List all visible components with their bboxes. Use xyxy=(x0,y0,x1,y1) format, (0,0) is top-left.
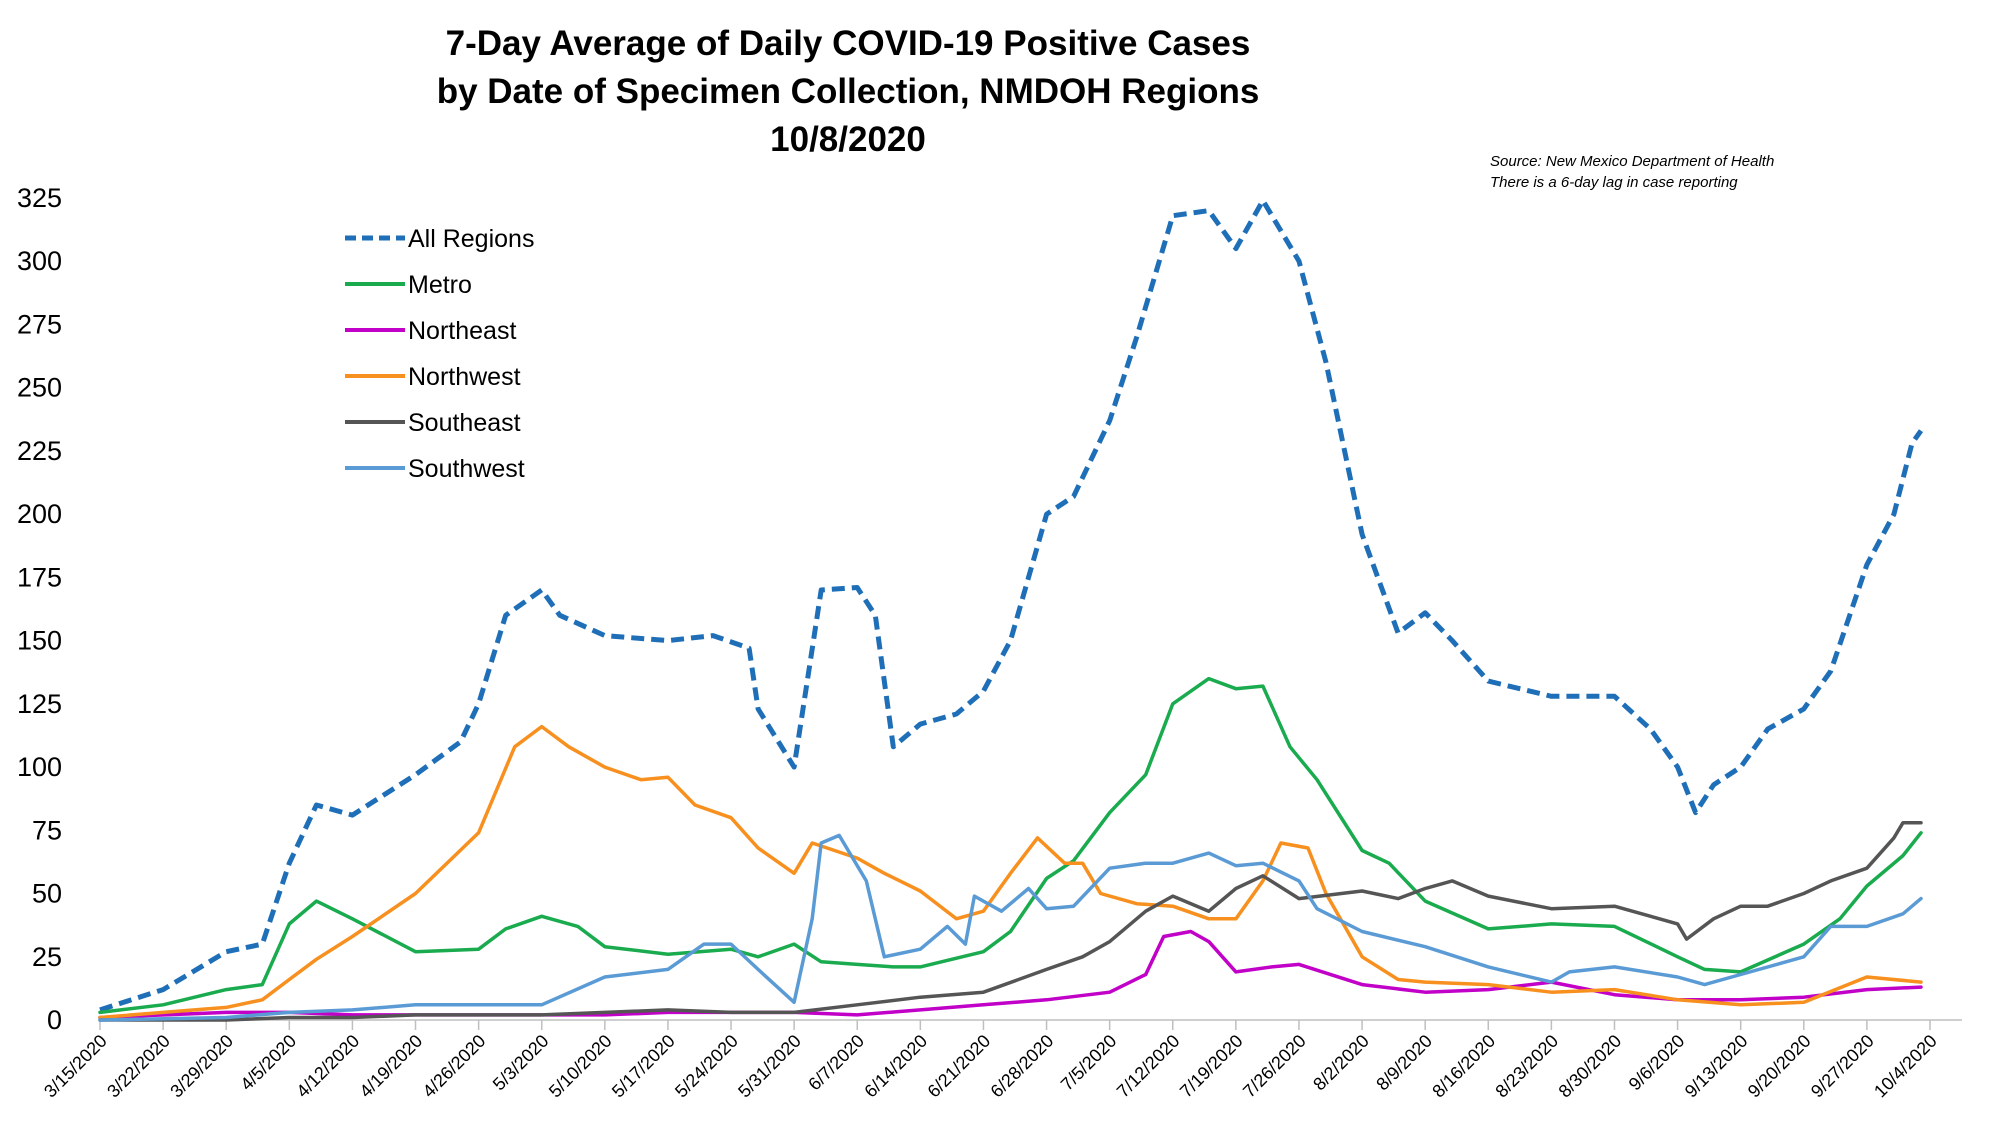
y-axis: 0 25 50 75 100 125 150 175 200 225 250 275 300 325 xyxy=(17,183,62,1035)
legend-label: Northwest xyxy=(408,363,521,391)
legend-label: All Regions xyxy=(408,225,534,253)
x-tick-label: 8/30/2020 xyxy=(1555,1031,1626,1102)
x-tick-label: 5/17/2020 xyxy=(608,1031,679,1102)
x-tick-label: 5/31/2020 xyxy=(734,1031,805,1102)
y-tick-label: 50 xyxy=(32,879,62,909)
legend-label: Southwest xyxy=(408,455,525,483)
x-tick-label: 6/28/2020 xyxy=(987,1031,1058,1102)
x-tick-label: 4/12/2020 xyxy=(292,1031,363,1102)
x-tick-label: 9/13/2020 xyxy=(1681,1031,1752,1102)
x-tick-label: 7/26/2020 xyxy=(1239,1031,1310,1102)
x-tick-label: 4/19/2020 xyxy=(356,1031,427,1102)
legend-label: Northeast xyxy=(408,317,516,345)
y-tick-label: 175 xyxy=(17,562,62,592)
chart-title-line-1: 7-Day Average of Daily COVID-19 Positive… xyxy=(446,24,1251,63)
x-tick-label: 9/6/2020 xyxy=(1625,1031,1689,1095)
x-tick-label: 8/23/2020 xyxy=(1491,1031,1562,1102)
y-tick-label: 0 xyxy=(47,1005,62,1035)
x-tick-label: 5/10/2020 xyxy=(545,1031,616,1102)
legend-label: Southeast xyxy=(408,409,521,437)
x-tick-label: 3/29/2020 xyxy=(166,1031,237,1102)
y-tick-label: 325 xyxy=(17,183,62,213)
series-line-northwest xyxy=(98,724,1923,1020)
x-tick-label: 9/20/2020 xyxy=(1744,1031,1815,1102)
chart-title-line-3: 10/8/2020 xyxy=(770,120,926,159)
x-tick-label: 3/22/2020 xyxy=(103,1031,174,1102)
source-note-line-2: There is a 6-day lag in case reporting xyxy=(1490,174,1738,191)
source-note-line-1: Source: New Mexico Department of Health xyxy=(1490,153,1774,170)
y-tick-label: 75 xyxy=(32,815,62,845)
y-tick-label: 25 xyxy=(32,942,62,972)
y-tick-label: 225 xyxy=(17,436,62,466)
x-tick-label: 5/3/2020 xyxy=(489,1031,553,1095)
plot-area xyxy=(98,198,1924,1022)
x-tick-label: 4/26/2020 xyxy=(419,1031,490,1102)
x-tick-label: 3/15/2020 xyxy=(40,1031,111,1102)
y-tick-label: 250 xyxy=(17,373,62,403)
x-tick-label: 9/27/2020 xyxy=(1807,1031,1878,1102)
x-tick-label: 10/4/2020 xyxy=(1870,1031,1941,1102)
chart-title-line-2: by Date of Specimen Collection, NMDOH Re… xyxy=(437,72,1260,111)
y-tick-label: 100 xyxy=(17,752,62,782)
series-line-southwest xyxy=(98,833,1923,1022)
x-tick-label: 5/24/2020 xyxy=(671,1031,742,1102)
x-tick-label: 8/9/2020 xyxy=(1372,1031,1436,1095)
x-tick-label: 6/21/2020 xyxy=(924,1031,995,1102)
y-tick-label: 300 xyxy=(17,246,62,276)
series-line-all-regions xyxy=(99,198,1924,1013)
y-tick-label: 150 xyxy=(17,626,62,656)
x-tick-label: 8/2/2020 xyxy=(1309,1031,1373,1095)
y-tick-label: 125 xyxy=(17,689,62,719)
x-tick-label: 7/12/2020 xyxy=(1113,1031,1184,1102)
x-tick-label: 8/16/2020 xyxy=(1428,1031,1499,1102)
x-tick-label: 4/5/2020 xyxy=(236,1031,300,1095)
series-line-southeast xyxy=(98,820,1923,1022)
x-tick-label: 7/5/2020 xyxy=(1057,1031,1121,1095)
series-line-metro xyxy=(98,676,1923,1015)
y-tick-label: 200 xyxy=(17,499,62,529)
legend: All Regions Metro Northeast Northwest Southe… xyxy=(345,225,534,483)
legend-label: Metro xyxy=(408,271,472,299)
x-tick-label: 6/14/2020 xyxy=(860,1031,931,1102)
x-tick-label: 6/7/2020 xyxy=(804,1031,868,1095)
x-tick-label: 7/19/2020 xyxy=(1176,1031,1247,1102)
y-tick-label: 275 xyxy=(17,309,62,339)
